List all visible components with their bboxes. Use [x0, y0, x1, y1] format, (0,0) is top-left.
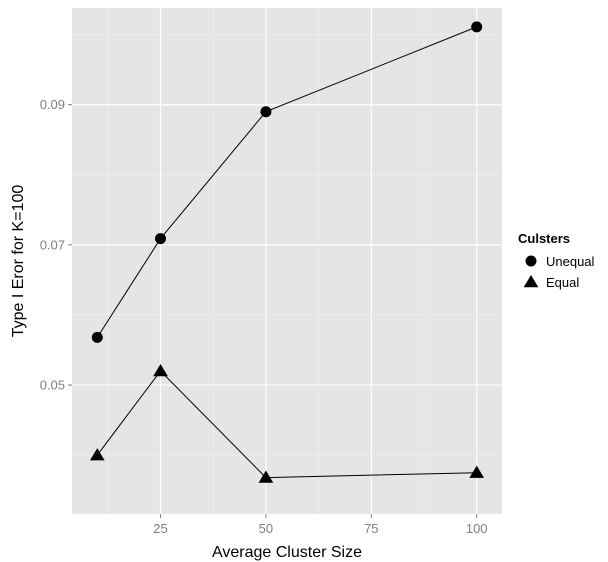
x-axis-ticks: 25 50 75 100: [153, 514, 488, 536]
x-tick-label: 25: [153, 521, 167, 536]
data-point-equal: [89, 448, 105, 461]
x-tick-label: 100: [466, 521, 488, 536]
data-point-equal: [469, 465, 485, 478]
legend: Culsters Unequal Equal: [518, 231, 595, 290]
x-axis-title: Average Cluster Size: [212, 544, 362, 561]
legend-label-unequal: Unequal: [546, 254, 595, 269]
y-axis-ticks: 0.05 0.07 0.09: [40, 97, 72, 393]
y-axis-title: Type I Eror for K=100: [10, 185, 27, 338]
data-point-unequal: [91, 331, 103, 343]
legend-items: Unequal Equal: [523, 254, 595, 290]
major-gridlines: [72, 8, 502, 514]
y-tick-label: 0.05: [40, 378, 65, 393]
x-tick-label: 50: [259, 521, 273, 536]
legend-title: Culsters: [518, 231, 570, 246]
y-tick-label: 0.07: [40, 237, 65, 252]
series-line-unequal: [96, 26, 477, 338]
data-point-unequal: [260, 106, 272, 118]
series-points: [89, 21, 485, 483]
data-point-equal: [153, 364, 168, 377]
data-point-unequal: [471, 21, 483, 33]
data-point-equal: [258, 470, 274, 483]
series-lines: [96, 26, 477, 479]
legend-key-unequal: [525, 255, 537, 267]
y-tick-label: 0.09: [40, 97, 65, 112]
legend-key-equal: [523, 275, 539, 288]
data-point-unequal: [155, 233, 167, 245]
plot-panel: [72, 8, 502, 514]
x-tick-label: 75: [364, 521, 378, 536]
minor-gridlines: [72, 8, 502, 514]
series-line-equal: [96, 370, 477, 479]
legend-label-equal: Equal: [546, 275, 579, 290]
